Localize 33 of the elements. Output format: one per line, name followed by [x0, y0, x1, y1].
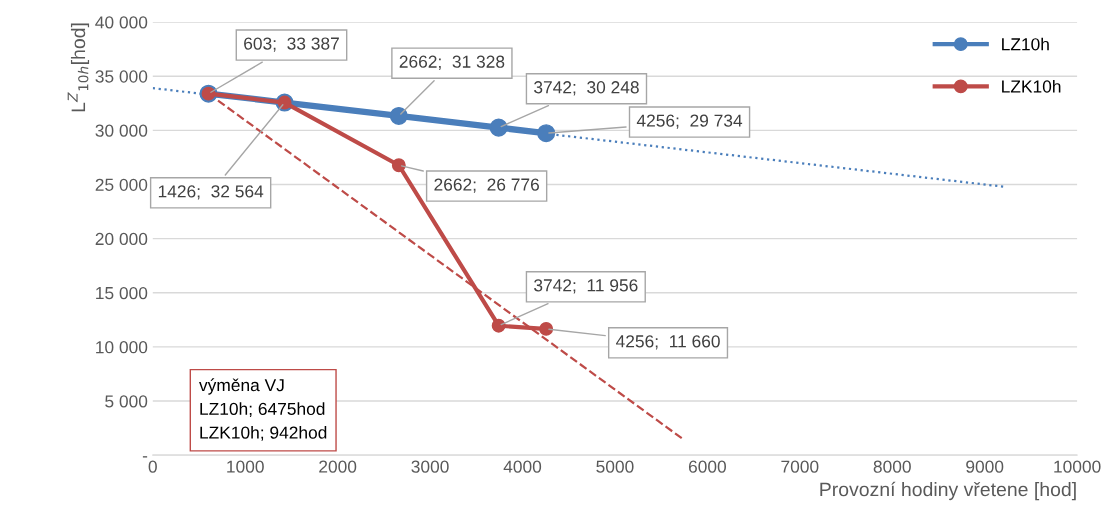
y-tick-label: 10 000: [96, 341, 148, 354]
y-tick-label: 30 000: [95, 124, 148, 137]
legend-label: LZ10h: [1002, 37, 1049, 51]
x-tick-label: 5000: [596, 460, 634, 473]
x-tick-label: 8000: [873, 460, 911, 473]
x-tick-label: 10000: [1054, 460, 1101, 473]
y-tick-label: 40 000: [95, 16, 148, 29]
data-label: 2662; 26 776: [434, 178, 539, 193]
x-tick-label: 4000: [503, 460, 542, 473]
x-axis-title: Provozní hodiny vřetene [hod]: [820, 481, 1076, 501]
data-label: 3742; 30 248: [534, 81, 639, 96]
y-axis-title: L$^{Z}$$_{10h}$[hod]: [67, 23, 90, 112]
y-tick-label: -: [142, 456, 148, 458]
y-tick-label: 15 000: [96, 286, 148, 300]
data-label: 4256; 11 660: [616, 335, 720, 350]
x-tick-label: 3000: [411, 460, 449, 473]
y-tick-label: 25 000: [95, 178, 148, 191]
data-label: 603; 33 387: [244, 37, 339, 52]
x-tick-label: 9000: [966, 460, 1004, 473]
y-tick-label: 20 000: [95, 232, 148, 246]
x-tick-label: 2000: [319, 460, 357, 473]
data-label: 1426; 32 564: [158, 185, 264, 200]
data-label: 4256; 29 734: [636, 114, 743, 129]
y-tick-label: 5 000: [105, 395, 148, 408]
annotation: výměna VJ LZ10h; 6475hod LZK10h; 942hod: [199, 378, 327, 441]
data-label: 3742; 11 956: [534, 279, 638, 294]
x-tick-label: 0: [148, 460, 157, 473]
x-tick-label: 1000: [227, 460, 264, 473]
x-tick-label: 7000: [781, 460, 819, 473]
x-tick-label: 6000: [688, 460, 727, 473]
y-tick-label: 35 000: [95, 70, 148, 83]
data-label: 2662; 31 328: [399, 55, 505, 70]
legend-label: LZK10h: [1002, 79, 1061, 93]
